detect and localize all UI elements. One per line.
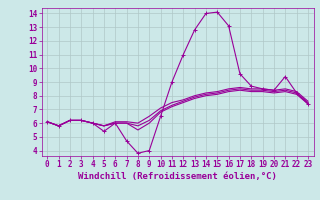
X-axis label: Windchill (Refroidissement éolien,°C): Windchill (Refroidissement éolien,°C) [78, 172, 277, 181]
